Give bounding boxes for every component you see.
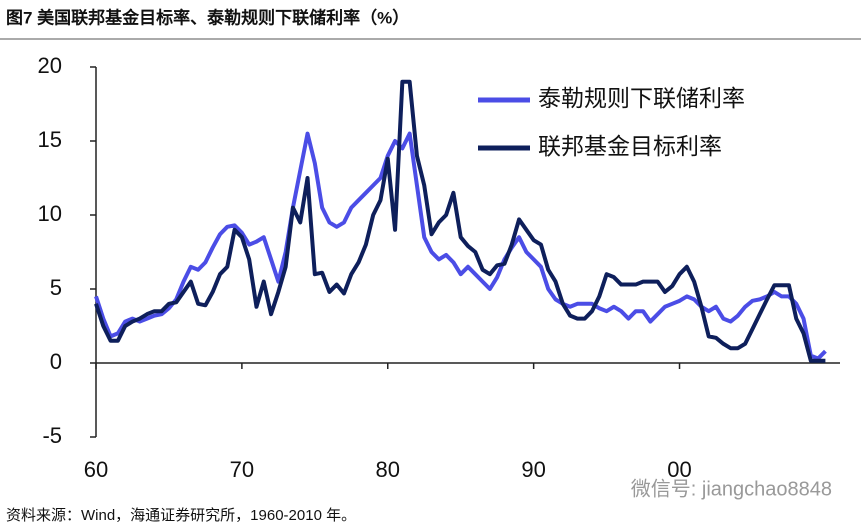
chart-title: 图7 美国联邦基金目标率、泰勒规则下联储利率（%） (6, 7, 409, 27)
y-tick-label: 20 (38, 53, 62, 78)
legend-label: 泰勒规则下联储利率 (538, 85, 745, 111)
source-note: 资料来源：Wind，海通证券研究所，1960-2010 年。 (6, 507, 356, 524)
legend-label: 联邦基金目标利率 (538, 133, 722, 159)
x-tick-label: 80 (376, 457, 400, 482)
x-tick-label: 60 (84, 457, 108, 482)
watermark: 微信号: jiangchao8848 (631, 477, 832, 500)
x-tick-label: 70 (230, 457, 254, 482)
x-tick-label: 00 (667, 457, 691, 482)
y-tick-label: -5 (42, 423, 62, 448)
y-tick-label: 5 (50, 275, 62, 300)
series-line (94, 131, 827, 361)
y-tick-label: 15 (38, 127, 62, 152)
series-line (94, 79, 826, 363)
y-tick-label: 0 (50, 349, 62, 374)
x-tick-label: 90 (521, 457, 545, 482)
y-tick-label: 10 (38, 201, 62, 226)
